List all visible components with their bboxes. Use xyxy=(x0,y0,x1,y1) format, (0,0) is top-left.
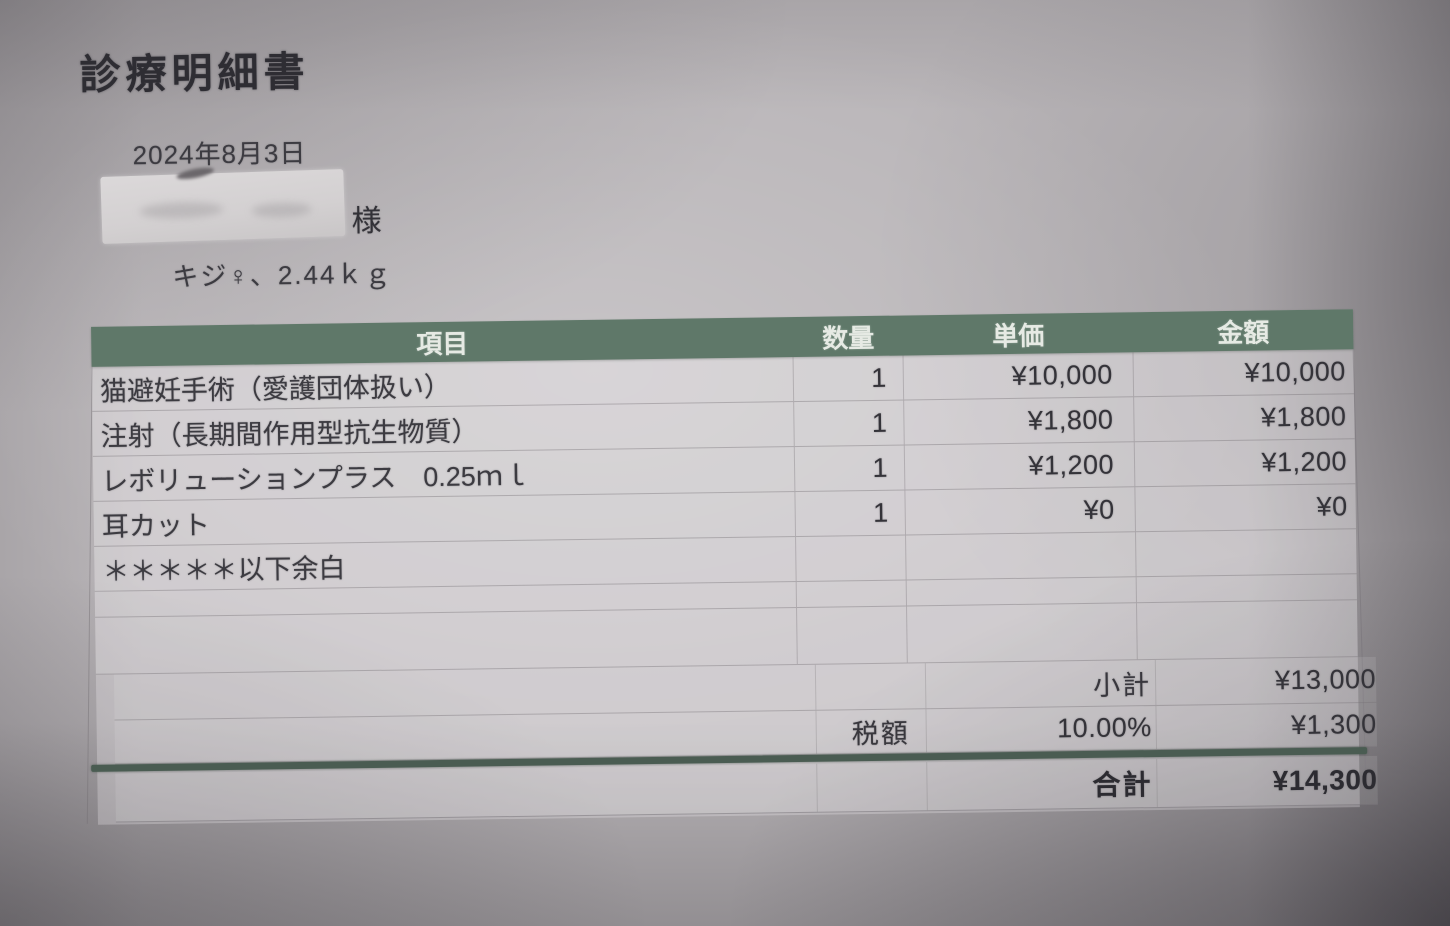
total-label: 合計 xyxy=(927,758,1158,811)
subtotal-value: ¥13,000 xyxy=(1274,663,1377,696)
tax-label: 税額 xyxy=(816,709,928,754)
cell-quantity: 1 xyxy=(793,355,905,402)
receipt-paper: 診療明細書 2024年8月3日 様 キジ♀、2.44ｋｇ 項目 数量 単価 金額… xyxy=(49,0,1402,926)
header-amount: 金額 xyxy=(1217,316,1270,348)
tax-value: ¥1,300 xyxy=(1290,708,1377,741)
cell-amount: ¥10,000 xyxy=(1244,355,1346,388)
page-title: 診療明細書 xyxy=(79,48,310,98)
cell-amount xyxy=(1136,529,1357,576)
subtotal-label: 小計 xyxy=(925,660,1157,709)
cell-quantity: 1 xyxy=(794,445,906,492)
cell-unit-price: ¥1,200 xyxy=(904,442,1136,490)
total-value: ¥14,300 xyxy=(1272,763,1378,797)
tax-rate: 10.00% xyxy=(926,705,1158,753)
cell-unit-price: ¥1,800 xyxy=(904,397,1135,445)
cell-quantity: 1 xyxy=(794,400,905,447)
document-date: 2024年8月3日 xyxy=(132,137,307,171)
cell-unit-price xyxy=(906,532,1137,580)
cell-unit-price: ¥10,000 xyxy=(903,352,1135,400)
cell-amount: ¥1,800 xyxy=(1260,400,1347,433)
redaction-smudge xyxy=(251,202,312,219)
pet-description: キジ♀、2.44ｋｇ xyxy=(172,258,393,292)
redacted-name-strip xyxy=(100,165,346,244)
redaction-smudge xyxy=(139,200,224,220)
cell-amount: ¥0 xyxy=(1316,490,1348,522)
header-quantity: 数量 xyxy=(822,322,875,354)
cell-quantity xyxy=(796,535,907,582)
cell-unit-price: ¥0 xyxy=(905,487,1136,535)
cell-amount: ¥1,200 xyxy=(1261,445,1348,478)
cell-quantity: 1 xyxy=(795,490,907,537)
name-honorific: 様 xyxy=(351,204,382,239)
header-unit-price: 単価 xyxy=(992,320,1045,351)
items-table: 項目 数量 単価 金額 猫避妊手術（愛護団体扱い） 1 ¥10,000 ¥10,… xyxy=(86,309,1378,825)
